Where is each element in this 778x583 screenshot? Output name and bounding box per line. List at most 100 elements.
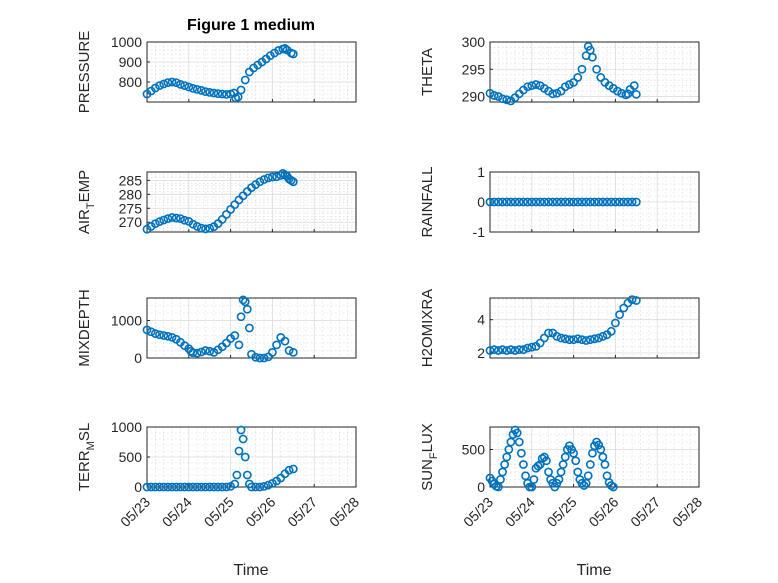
data-point [288, 49, 298, 59]
data-point [544, 328, 553, 338]
data-point [598, 331, 608, 341]
data-point [598, 197, 608, 207]
data-point [506, 197, 516, 207]
data-point [602, 197, 612, 207]
data-point [556, 333, 566, 343]
data-point [489, 197, 499, 207]
data-point [230, 331, 240, 340]
data-point [171, 213, 181, 223]
x-tick-label: 05/23 [117, 494, 153, 530]
data-point [485, 88, 495, 98]
axes-box [489, 41, 700, 103]
data-point [577, 335, 587, 345]
y-axis-label-part: AIR [76, 209, 93, 234]
data-point [251, 352, 261, 362]
data-point [485, 346, 495, 355]
y-tick-label: 285 [119, 172, 143, 188]
data-point [188, 482, 198, 492]
data-point [502, 95, 512, 105]
data-point [596, 445, 606, 454]
data-point [176, 482, 185, 492]
subplot-pressure: 800 900 1000 PRESSURE [76, 31, 357, 114]
data-point [590, 334, 599, 344]
data-point [523, 197, 533, 207]
data-point [188, 348, 198, 358]
data-point [280, 44, 290, 53]
data-point [176, 214, 185, 224]
data-point [489, 91, 499, 100]
data-point [142, 482, 152, 492]
y-axis-label-part: LUX [419, 423, 436, 452]
data-point [519, 197, 528, 207]
data-point [548, 197, 558, 207]
data-point [201, 224, 210, 234]
y-tick-label: 295 [462, 61, 486, 77]
data-point [155, 217, 164, 227]
y-axis-label: PRESSURE [76, 31, 93, 114]
data-point [196, 347, 206, 357]
y-tick-label: 1000 [111, 419, 142, 435]
data-point [514, 437, 524, 447]
data-point [180, 81, 190, 90]
data-point [631, 89, 641, 99]
y-axis-label-part: EMP [76, 170, 93, 203]
data-point [560, 197, 570, 207]
data-point [556, 467, 566, 477]
data-point [527, 342, 537, 352]
data-point [594, 197, 604, 207]
data-point [276, 170, 286, 180]
data-point [627, 197, 637, 207]
data-point [205, 482, 215, 492]
x-tick-label: 05/25 [544, 494, 580, 530]
data-point [590, 197, 599, 207]
data-point [619, 303, 629, 313]
data-point [569, 197, 578, 207]
subplot-theta: 290 295 300 THETA [419, 34, 700, 106]
figure-title: Figure 1 medium [187, 17, 315, 34]
y-tick-label: 1000 [111, 313, 142, 329]
data-point [498, 345, 507, 355]
data-point [167, 332, 177, 342]
data-point [496, 475, 505, 484]
data-point [527, 482, 537, 492]
data-point [234, 446, 244, 456]
data-point [592, 64, 601, 74]
data-point [155, 81, 164, 90]
data-point [180, 215, 190, 225]
y-tick-label: 1 [477, 164, 485, 180]
x-axis-label-right: Time [577, 562, 612, 579]
data-point [577, 64, 587, 74]
x-tick-label: 05/24 [502, 494, 538, 530]
data-point [240, 452, 250, 462]
data-point [171, 482, 181, 492]
data-point [240, 75, 250, 85]
subplot-terr-msl: 0 500 1000 TERRMSL 05/23 05/24 05/25 05/26 05/27… [76, 419, 362, 530]
y-tick-label: 0 [134, 350, 142, 366]
y-tick-label: 0 [134, 479, 142, 495]
data-point [498, 94, 507, 104]
data-point [255, 353, 265, 363]
data-point [606, 326, 616, 336]
data-point [272, 340, 281, 350]
y-axis-label-part: SUN [419, 459, 436, 491]
data-point [213, 482, 223, 492]
data-point [205, 88, 215, 97]
data-point [548, 89, 558, 99]
data-point [230, 200, 240, 210]
data-point [192, 222, 202, 231]
data-point [196, 223, 206, 233]
data-point [163, 482, 173, 492]
data-point [238, 295, 248, 305]
y-axis-label: H2OMIXRA [419, 289, 436, 367]
data-point [242, 470, 252, 480]
data-point [201, 346, 210, 355]
data-point [176, 80, 185, 89]
data-point [205, 346, 215, 356]
y-axis-label: RAINFALL [419, 167, 436, 238]
y-tick-label: 290 [462, 89, 486, 105]
data-point [236, 425, 246, 435]
axes-box [146, 171, 357, 233]
data-point [163, 214, 173, 224]
x-tick-label: 05/23 [460, 494, 496, 530]
